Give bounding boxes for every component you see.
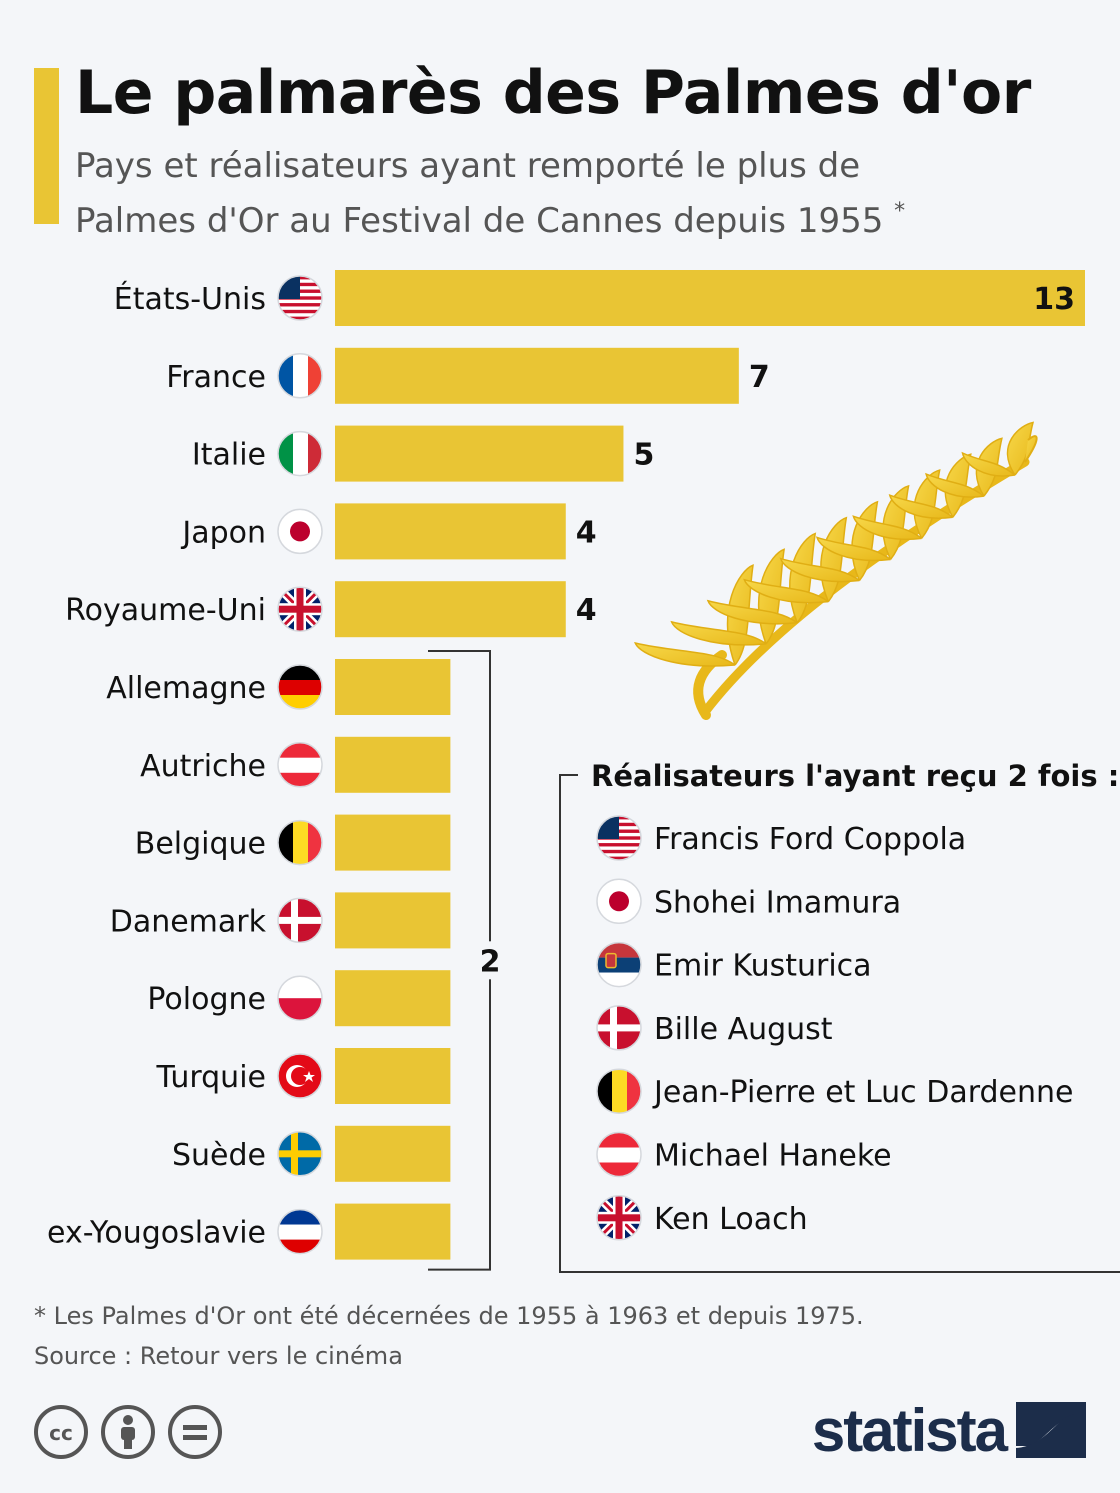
cc-icon[interactable]: cc bbox=[34, 1405, 88, 1459]
group-value-label: 2 bbox=[480, 944, 501, 979]
category-label: France bbox=[166, 360, 266, 395]
no-derivatives-icon[interactable] bbox=[168, 1405, 222, 1459]
director-name: Bille August bbox=[654, 1012, 833, 1047]
category-label: Suède bbox=[172, 1138, 266, 1173]
statista-brand[interactable]: statista bbox=[812, 1394, 1086, 1466]
flag-dk-icon bbox=[277, 897, 323, 944]
palme-bar-chart: États-Unis 13 France 7 Italie 5 Japon 4 Royaume-… bbox=[47, 270, 1120, 1273]
palme-dor-leaf-illustration bbox=[634, 421, 1038, 720]
bar-9 bbox=[335, 970, 451, 1027]
source-text: Source : Retour vers le cinéma bbox=[34, 1342, 403, 1370]
flag-be-icon bbox=[596, 1068, 642, 1114]
svg-text:cc: cc bbox=[49, 1421, 73, 1445]
flag-se-icon bbox=[277, 1131, 323, 1177]
director-name: Emir Kusturica bbox=[654, 949, 872, 984]
flag-jp-icon bbox=[277, 508, 323, 555]
director-name: Michael Haneke bbox=[654, 1139, 892, 1174]
category-label: ex-Yougoslavie bbox=[47, 1216, 266, 1251]
value-label: 5 bbox=[633, 438, 654, 473]
bar-11 bbox=[335, 1125, 451, 1182]
flag-de-icon bbox=[277, 664, 323, 710]
subtitle-line-2: Palmes d'Or au Festival de Cannes depuis… bbox=[75, 201, 884, 241]
flag-us-icon bbox=[596, 815, 642, 861]
category-label: Allemagne bbox=[106, 671, 266, 706]
value-label: 7 bbox=[749, 360, 770, 395]
flag-it-icon bbox=[277, 430, 323, 477]
directors-panel-frame bbox=[559, 774, 1120, 1273]
page-title: Le palmarès des Palmes d'or bbox=[75, 58, 1031, 128]
flag-fr-icon bbox=[277, 353, 323, 399]
flag-yu-icon bbox=[277, 1208, 323, 1255]
category-label: Belgique bbox=[135, 827, 266, 862]
directors-title: Réalisateurs l'ayant reçu 2 fois : bbox=[591, 759, 1119, 793]
bar-2 bbox=[335, 425, 624, 482]
flag-tr-icon bbox=[277, 1053, 323, 1099]
bar-4 bbox=[335, 581, 566, 638]
bar-10 bbox=[335, 1048, 451, 1104]
subtitle-footnote-marker: * bbox=[894, 199, 906, 224]
bar-7 bbox=[335, 814, 451, 871]
flag-rs-icon bbox=[596, 941, 642, 988]
value-label: 13 bbox=[1033, 282, 1075, 317]
category-label: Autriche bbox=[140, 749, 266, 784]
value-label: 4 bbox=[576, 593, 597, 628]
bar-3 bbox=[335, 503, 566, 560]
director-name: Francis Ford Coppola bbox=[654, 822, 966, 857]
page-subtitle: Pays et réalisateurs ayant remporté le p… bbox=[75, 144, 955, 244]
footnote-text: * Les Palmes d'Or ont été décernées de 1… bbox=[34, 1302, 864, 1330]
flag-at-icon bbox=[277, 742, 323, 788]
bar-12 bbox=[335, 1203, 451, 1260]
category-label: Turquie bbox=[156, 1060, 266, 1095]
bar-0 bbox=[335, 270, 1085, 326]
category-label: Italie bbox=[192, 438, 266, 473]
flag-pl-icon bbox=[277, 975, 323, 1021]
flag-jp-icon bbox=[596, 878, 642, 925]
bar-5 bbox=[335, 659, 451, 715]
category-label: États-Unis bbox=[114, 281, 266, 317]
attribution-icon[interactable] bbox=[101, 1405, 155, 1459]
statista-logo-icon bbox=[1016, 1402, 1086, 1458]
bar-1 bbox=[335, 347, 739, 404]
flag-us-icon bbox=[277, 275, 323, 321]
bar-6 bbox=[335, 736, 451, 793]
bar-8 bbox=[335, 892, 451, 949]
title-accent-bar bbox=[34, 68, 59, 224]
director-name: Shohei Imamura bbox=[654, 885, 901, 920]
brand-wordmark: statista bbox=[811, 1396, 1008, 1464]
flag-gb-icon bbox=[596, 1195, 642, 1241]
footnote: * Les Palmes d'Or ont été décernées de 1… bbox=[34, 1296, 864, 1376]
flag-at-icon bbox=[596, 1131, 642, 1178]
director-name: Ken Loach bbox=[654, 1202, 808, 1237]
category-label: Japon bbox=[180, 515, 266, 550]
flag-be-icon bbox=[277, 819, 323, 866]
category-label: Danemark bbox=[110, 904, 267, 939]
director-name: Jean-Pierre et Luc Dardenne bbox=[652, 1075, 1074, 1110]
value-label: 4 bbox=[576, 515, 597, 550]
subtitle-line-1: Pays et réalisateurs ayant remporté le p… bbox=[75, 146, 861, 186]
category-label: Pologne bbox=[147, 982, 266, 1017]
category-label: Royaume-Uni bbox=[65, 593, 266, 628]
flag-gb-icon bbox=[277, 586, 323, 632]
flag-dk-icon bbox=[596, 1005, 642, 1051]
